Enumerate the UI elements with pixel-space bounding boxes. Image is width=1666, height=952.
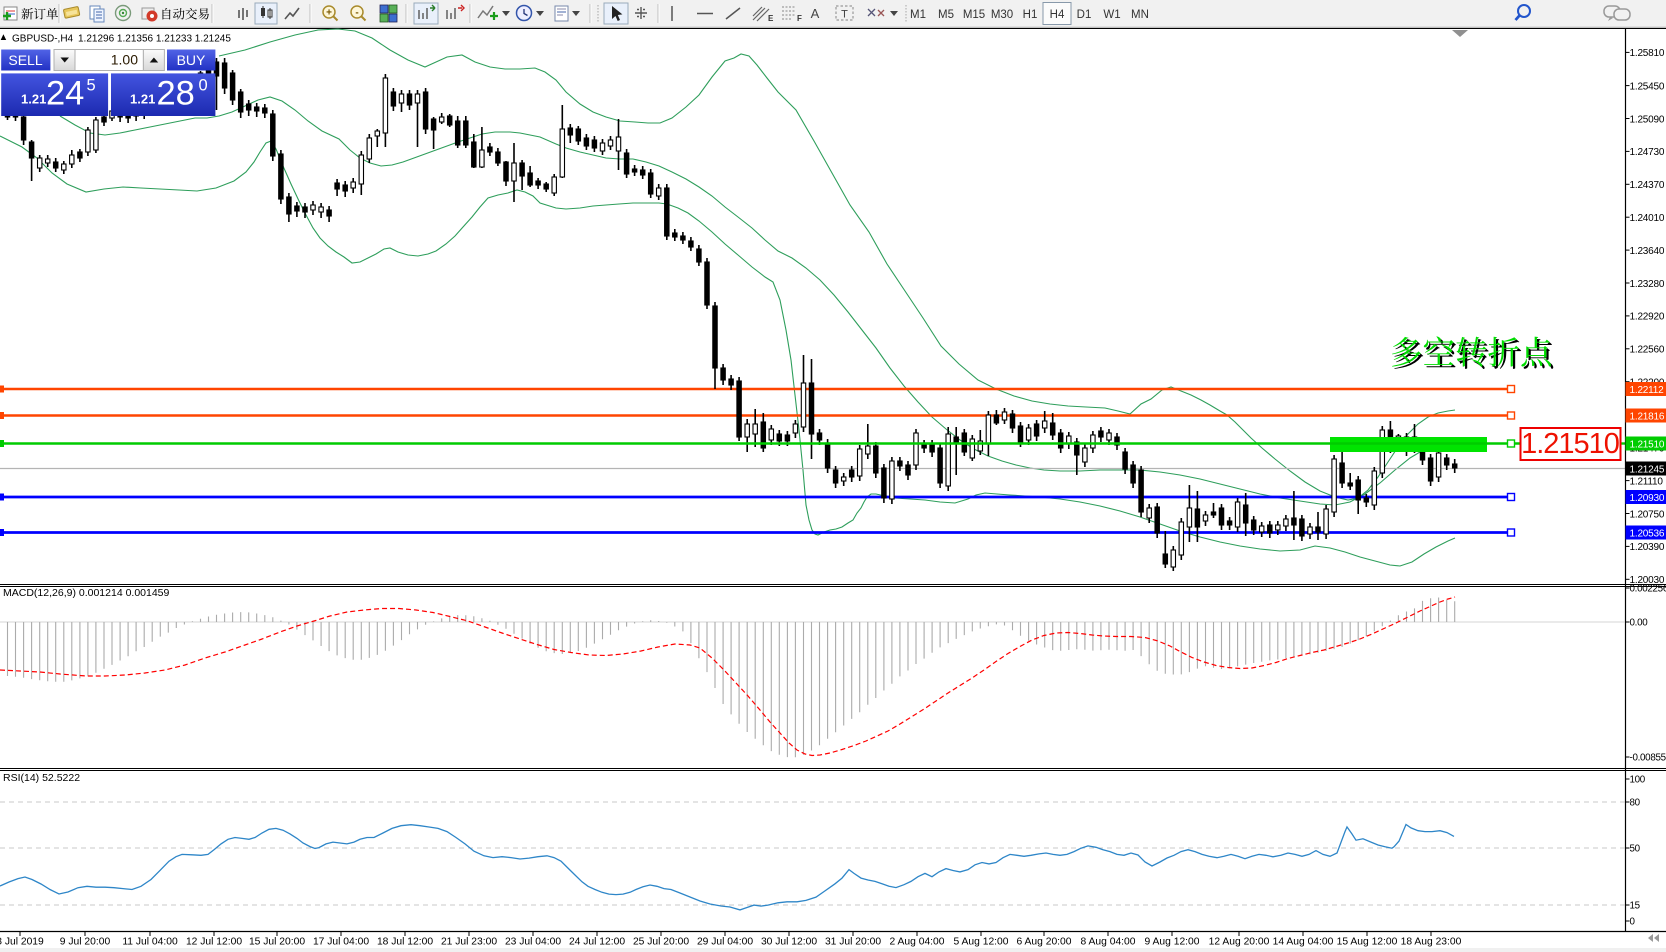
svg-text:25 Jul 20:00: 25 Jul 20:00 (633, 937, 689, 948)
svg-text:H4: H4 (1050, 9, 1065, 21)
svg-text:29 Jul 04:00: 29 Jul 04:00 (697, 937, 753, 948)
svg-text:1.25810: 1.25810 (1630, 48, 1665, 59)
svg-text:12 Aug 20:00: 12 Aug 20:00 (1209, 937, 1270, 948)
svg-text:MACD(12,26,9) 0.001214 0.00145: MACD(12,26,9) 0.001214 0.001459 (3, 587, 170, 599)
svg-text:1.00: 1.00 (111, 52, 138, 68)
svg-text:1.24370: 1.24370 (1630, 180, 1665, 191)
svg-text:-0.00855: -0.00855 (1630, 753, 1666, 764)
svg-text:5 Aug 12:00: 5 Aug 12:00 (954, 937, 1009, 948)
svg-text:0.002256: 0.002256 (1630, 584, 1666, 595)
svg-text:1.22920: 1.22920 (1630, 312, 1665, 323)
svg-text:2 Aug 04:00: 2 Aug 04:00 (890, 937, 945, 948)
svg-text:23 Jul 04:00: 23 Jul 04:00 (505, 937, 561, 948)
svg-text:M15: M15 (963, 9, 985, 21)
svg-text:RSI(14) 52.5222: RSI(14) 52.5222 (3, 772, 80, 784)
svg-text:1.24010: 1.24010 (1630, 213, 1665, 224)
svg-text:80: 80 (1630, 798, 1641, 809)
svg-text:5: 5 (87, 77, 96, 95)
svg-text:11 Jul 04:00: 11 Jul 04:00 (122, 937, 178, 948)
svg-text:MN: MN (1131, 9, 1149, 21)
svg-text:31 Jul 20:00: 31 Jul 20:00 (825, 937, 881, 948)
svg-text:1.25450: 1.25450 (1630, 81, 1665, 92)
svg-text:1.20030: 1.20030 (1630, 575, 1665, 586)
svg-text:1.21510: 1.21510 (1521, 428, 1619, 460)
svg-text:30 Jul 12:00: 30 Jul 12:00 (761, 937, 817, 948)
svg-text:BUY: BUY (177, 52, 206, 68)
svg-text:1.21110: 1.21110 (1630, 476, 1664, 487)
svg-text:9 Aug 12:00: 9 Aug 12:00 (1145, 937, 1200, 948)
svg-text:6 Aug 20:00: 6 Aug 20:00 (1017, 937, 1072, 948)
svg-text:SELL: SELL (8, 52, 42, 68)
svg-text:1.21: 1.21 (130, 92, 155, 107)
svg-text:21 Jul 23:00: 21 Jul 23:00 (441, 937, 497, 948)
svg-text:15: 15 (1630, 901, 1641, 912)
svg-text:D1: D1 (1077, 9, 1092, 21)
svg-text:24: 24 (46, 75, 84, 113)
svg-text:0: 0 (199, 77, 208, 95)
svg-text:+: + (326, 8, 332, 19)
svg-text:24 Jul 12:00: 24 Jul 12:00 (569, 937, 625, 948)
svg-text:1.21245: 1.21245 (1630, 464, 1665, 475)
svg-text:M30: M30 (991, 9, 1013, 21)
svg-text:15 Aug 12:00: 15 Aug 12:00 (1337, 937, 1398, 948)
svg-text:GBPUSD-,H4: GBPUSD-,H4 (12, 34, 74, 45)
svg-text:50: 50 (1630, 844, 1641, 855)
svg-text:1.22112: 1.22112 (1630, 385, 1665, 396)
svg-text:14 Aug 04:00: 14 Aug 04:00 (1273, 937, 1334, 948)
svg-text:28: 28 (157, 75, 195, 113)
svg-text:W1: W1 (1103, 9, 1120, 21)
svg-text:15 Jul 20:00: 15 Jul 20:00 (249, 937, 305, 948)
svg-text:1.21: 1.21 (21, 92, 46, 107)
svg-text:1.21296 1.21356 1.21233 1.2124: 1.21296 1.21356 1.21233 1.21245 (78, 34, 231, 45)
svg-text:8 Jul 2019: 8 Jul 2019 (0, 937, 44, 948)
svg-text:1.21510: 1.21510 (1630, 439, 1665, 450)
svg-text:E: E (768, 14, 774, 23)
svg-text:1.25090: 1.25090 (1630, 114, 1665, 125)
svg-text:1.20750: 1.20750 (1630, 509, 1665, 520)
svg-text:1.22560: 1.22560 (1630, 345, 1665, 356)
svg-text:1.24730: 1.24730 (1630, 147, 1665, 158)
svg-text:8 Aug 04:00: 8 Aug 04:00 (1081, 937, 1136, 948)
svg-text:M5: M5 (938, 9, 954, 21)
svg-text:1.20930: 1.20930 (1630, 493, 1665, 504)
svg-text:1.20390: 1.20390 (1630, 542, 1665, 553)
svg-text:0: 0 (1630, 917, 1636, 928)
svg-text:100: 100 (1630, 775, 1646, 786)
svg-text:H1: H1 (1023, 9, 1038, 21)
svg-text:M1: M1 (910, 9, 926, 21)
svg-text:1.23280: 1.23280 (1630, 279, 1665, 290)
svg-text:F: F (797, 14, 802, 23)
svg-text:0.00: 0.00 (1630, 618, 1649, 629)
svg-text:A: A (811, 6, 820, 21)
svg-text:T: T (841, 9, 848, 21)
svg-text:-: - (355, 8, 358, 19)
svg-text:18 Jul 12:00: 18 Jul 12:00 (377, 937, 433, 948)
svg-text:12 Jul 12:00: 12 Jul 12:00 (186, 937, 242, 948)
svg-text:1.21816: 1.21816 (1630, 411, 1665, 422)
svg-text:18 Aug 23:00: 18 Aug 23:00 (1401, 937, 1462, 948)
svg-text:9 Jul 20:00: 9 Jul 20:00 (60, 937, 111, 948)
svg-text:1.23640: 1.23640 (1630, 246, 1665, 257)
svg-text:17 Jul 04:00: 17 Jul 04:00 (313, 937, 369, 948)
svg-text:1.20536: 1.20536 (1630, 528, 1665, 539)
